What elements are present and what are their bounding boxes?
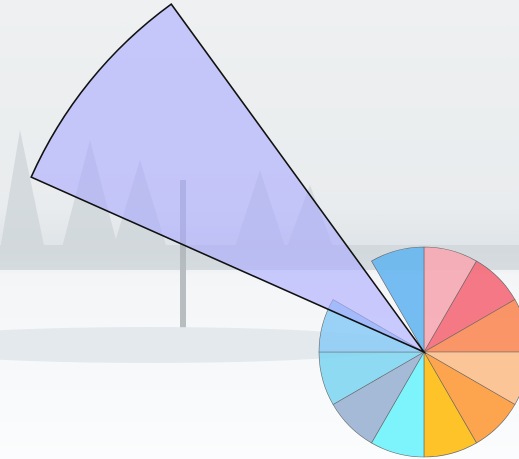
tree-trunk [180, 180, 186, 330]
snow-shadow [0, 327, 410, 363]
tree [0, 130, 45, 250]
color-wedge[interactable] [371, 246, 425, 354]
selected-wedge[interactable] [30, 3, 427, 354]
wheel [30, 3, 519, 458]
color-wedge[interactable] [422, 299, 519, 353]
